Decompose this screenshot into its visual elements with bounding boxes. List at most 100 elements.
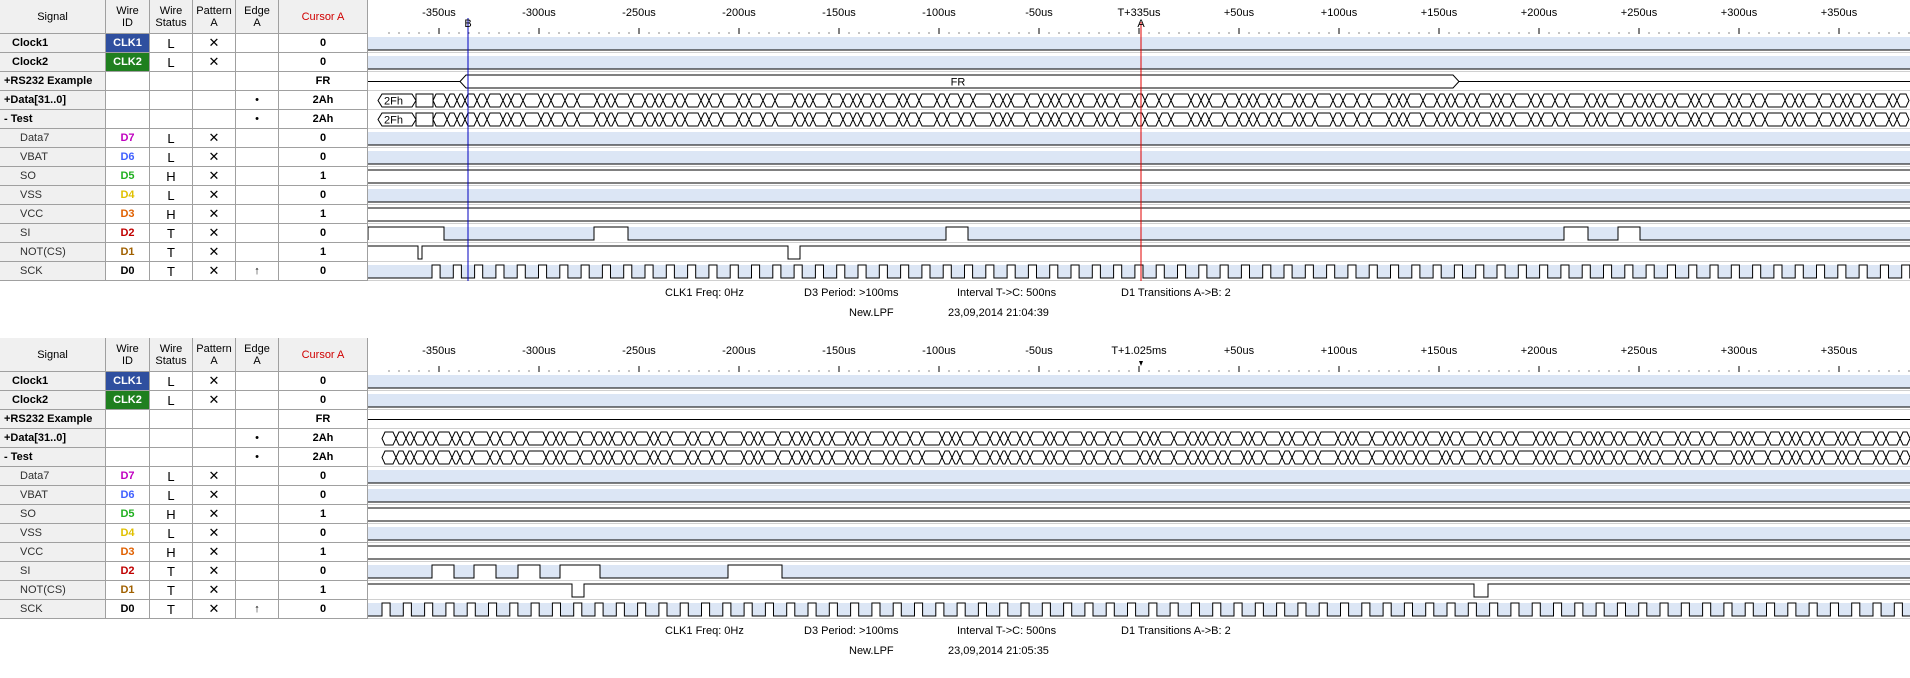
pattern-cell[interactable]: ✕ (193, 524, 236, 543)
signal-row[interactable]: VSS D4 L ✕ 0 (0, 186, 368, 205)
pattern-cell[interactable] (193, 72, 236, 91)
waveform-area[interactable]: -350us -300us -250us -200us -150us -100us -50u… (367, 0, 1910, 281)
signal-name[interactable]: VSS (0, 186, 106, 205)
edge-cell[interactable]: • (236, 429, 279, 448)
signal-name[interactable]: Data7 (0, 129, 106, 148)
header-signal[interactable]: Signal (0, 338, 106, 372)
pattern-cell[interactable]: ✕ (193, 243, 236, 262)
signal-row[interactable]: +RS232 Example FR (0, 72, 368, 91)
signal-row[interactable]: Clock1 CLK1 L ✕ 0 (0, 34, 368, 53)
signal-row[interactable]: NOT(CS) D1 T ✕ 1 (0, 243, 368, 262)
wire-status[interactable]: T (150, 243, 193, 262)
edge-cell[interactable] (236, 372, 279, 391)
signal-row[interactable]: VBAT D6 L ✕ 0 (0, 148, 368, 167)
signal-name[interactable]: SCK (0, 262, 106, 281)
signal-name[interactable]: SI (0, 562, 106, 581)
pattern-cell[interactable]: ✕ (193, 581, 236, 600)
edge-cell[interactable]: • (236, 91, 279, 110)
edge-cell[interactable] (236, 205, 279, 224)
edge-cell[interactable] (236, 224, 279, 243)
wire-status[interactable]: H (150, 205, 193, 224)
signal-row[interactable]: VCC D3 H ✕ 1 (0, 205, 368, 224)
edge-cell[interactable] (236, 581, 279, 600)
signal-name[interactable]: VSS (0, 524, 106, 543)
edge-cell[interactable]: • (236, 110, 279, 129)
header-cursor[interactable]: Cursor A (279, 338, 368, 372)
signal-name[interactable]: VBAT (0, 148, 106, 167)
wire-status[interactable]: T (150, 600, 193, 619)
signal-row[interactable]: +Data[31..0] • 2Ah (0, 429, 368, 448)
signal-row[interactable]: Data7 D7 L ✕ 0 (0, 467, 368, 486)
edge-cell[interactable]: ↑ (236, 600, 279, 619)
edge-cell[interactable]: • (236, 448, 279, 467)
signal-row[interactable]: VBAT D6 L ✕ 0 (0, 486, 368, 505)
signal-name[interactable]: VCC (0, 543, 106, 562)
wire-status[interactable] (150, 410, 193, 429)
signal-row[interactable]: SCK D0 T ✕ ↑ 0 (0, 262, 368, 281)
wire-status[interactable] (150, 448, 193, 467)
pattern-cell[interactable]: ✕ (193, 467, 236, 486)
header-wire-status[interactable]: Wire Status (150, 338, 193, 372)
signal-row[interactable]: - Test • 2Ah (0, 448, 368, 467)
edge-cell[interactable] (236, 543, 279, 562)
wire-status[interactable]: H (150, 505, 193, 524)
signal-name[interactable]: +Data[31..0] (0, 429, 106, 448)
edge-cell[interactable] (236, 167, 279, 186)
header-signal[interactable]: Signal (0, 0, 106, 34)
pattern-cell[interactable]: ✕ (193, 372, 236, 391)
signal-name[interactable]: Clock1 (0, 34, 106, 53)
wire-status[interactable]: T (150, 262, 193, 281)
pattern-cell[interactable]: ✕ (193, 486, 236, 505)
signal-name[interactable]: Clock1 (0, 372, 106, 391)
wire-status[interactable]: T (150, 562, 193, 581)
pattern-cell[interactable]: ✕ (193, 186, 236, 205)
wire-status[interactable]: T (150, 224, 193, 243)
signal-name[interactable]: SO (0, 505, 106, 524)
signal-row[interactable]: +Data[31..0] • 2Ah (0, 91, 368, 110)
signal-row[interactable]: Clock2 CLK2 L ✕ 0 (0, 53, 368, 72)
edge-cell[interactable] (236, 148, 279, 167)
edge-cell[interactable] (236, 562, 279, 581)
header-edge[interactable]: Edge A (236, 0, 279, 34)
wire-status[interactable]: L (150, 129, 193, 148)
wire-status[interactable]: L (150, 467, 193, 486)
signal-name[interactable]: +Data[31..0] (0, 91, 106, 110)
edge-cell[interactable] (236, 72, 279, 91)
pattern-cell[interactable] (193, 410, 236, 429)
wire-status[interactable] (150, 91, 193, 110)
pattern-cell[interactable]: ✕ (193, 205, 236, 224)
signal-row[interactable]: - Test • 2Ah (0, 110, 368, 129)
wire-status[interactable]: L (150, 34, 193, 53)
waveform-area[interactable]: -350us -300us -250us -200us -150us -100us -50u… (368, 338, 1910, 619)
header-pattern[interactable]: Pattern A (193, 0, 236, 34)
wire-status[interactable]: L (150, 372, 193, 391)
signal-name[interactable]: VCC (0, 205, 106, 224)
wire-status[interactable]: L (150, 391, 193, 410)
wire-status[interactable]: L (150, 148, 193, 167)
signal-name[interactable]: SCK (0, 600, 106, 619)
header-pattern[interactable]: Pattern A (193, 338, 236, 372)
signal-name[interactable]: +RS232 Example (0, 72, 106, 91)
pattern-cell[interactable]: ✕ (193, 34, 236, 53)
signal-name[interactable]: - Test (0, 110, 106, 129)
signal-row[interactable]: SCK D0 T ✕ ↑ 0 (0, 600, 368, 619)
pattern-cell[interactable]: ✕ (193, 167, 236, 186)
signal-row[interactable]: +RS232 Example FR (0, 410, 368, 429)
signal-name[interactable]: NOT(CS) (0, 581, 106, 600)
edge-cell[interactable] (236, 186, 279, 205)
signal-name[interactable]: +RS232 Example (0, 410, 106, 429)
header-wire-id[interactable]: Wire ID (106, 338, 150, 372)
signal-row[interactable]: Clock1 CLK1 L ✕ 0 (0, 372, 368, 391)
edge-cell[interactable] (236, 243, 279, 262)
pattern-cell[interactable]: ✕ (193, 600, 236, 619)
pattern-cell[interactable]: ✕ (193, 129, 236, 148)
wire-status[interactable]: T (150, 581, 193, 600)
edge-cell[interactable] (236, 467, 279, 486)
pattern-cell[interactable]: ✕ (193, 391, 236, 410)
wire-status[interactable]: L (150, 524, 193, 543)
signal-row[interactable]: SO D5 H ✕ 1 (0, 167, 368, 186)
edge-cell[interactable] (236, 53, 279, 72)
signal-row[interactable]: VCC D3 H ✕ 1 (0, 543, 368, 562)
edge-cell[interactable] (236, 34, 279, 53)
header-edge[interactable]: Edge A (236, 338, 279, 372)
